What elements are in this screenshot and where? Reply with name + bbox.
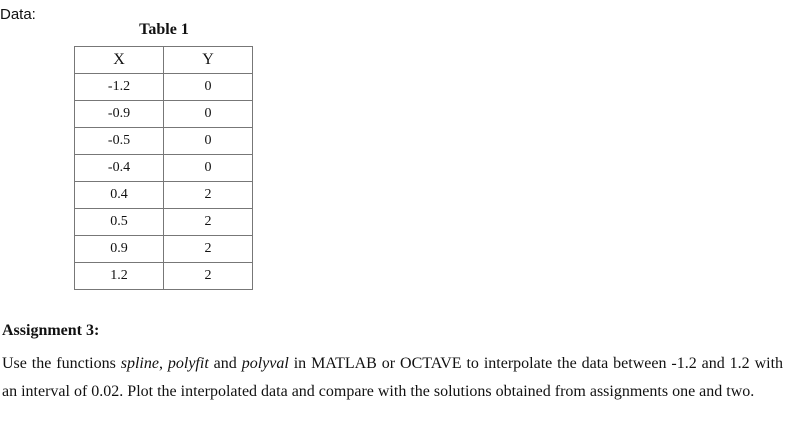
table-row: 0.9 2	[74, 235, 253, 263]
cell-y: 0	[163, 73, 253, 101]
cell-y: 2	[163, 181, 253, 209]
data-label: Data:	[0, 6, 36, 23]
function-spline: spline	[120, 355, 159, 372]
cell-y: 0	[163, 154, 253, 182]
assignment-heading: Assignment 3:	[2, 322, 100, 339]
cell-x: 0.4	[74, 181, 164, 209]
cell-x: -0.5	[74, 127, 164, 155]
cell-x: 1.2	[74, 262, 164, 290]
cell-y: 0	[163, 100, 253, 128]
table-row: 1.2 2	[74, 262, 253, 290]
header-x: X	[74, 46, 164, 74]
cell-y: 2	[163, 262, 253, 290]
text-part: ,	[158, 355, 168, 372]
table-caption: Table 1	[139, 21, 189, 38]
table-row: -1.2 0	[74, 73, 253, 101]
text-part: Use the functions	[2, 355, 121, 372]
table-row: 0.4 2	[74, 181, 253, 209]
cell-x: -0.9	[74, 100, 164, 128]
table-header-row: X Y	[74, 46, 253, 74]
cell-y: 2	[163, 235, 253, 263]
text-part: and	[208, 355, 242, 372]
cell-x: -1.2	[74, 73, 164, 101]
text-part: in MATLAB or OCTAVE to interpolate the d…	[2, 355, 784, 400]
function-polyfit: polyfit	[167, 355, 209, 372]
cell-x: -0.4	[74, 154, 164, 182]
cell-x: 0.9	[74, 235, 164, 263]
cell-y: 0	[163, 127, 253, 155]
assignment-text: Use the functions spline, polyfit and po…	[2, 350, 783, 405]
cell-x: 0.5	[74, 208, 164, 236]
table-row: -0.9 0	[74, 100, 253, 128]
cell-y: 2	[163, 208, 253, 236]
data-table: X Y -1.2 0 -0.9 0 -0.5 0 -0.4 0 0.4 2 0.5 2 0.9 2 1.2 2	[74, 46, 253, 290]
table-row: 0.5 2	[74, 208, 253, 236]
table-row: -0.5 0	[74, 127, 253, 155]
table-row: -0.4 0	[74, 154, 253, 182]
header-y: Y	[163, 46, 253, 74]
function-polyval: polyval	[241, 355, 289, 372]
